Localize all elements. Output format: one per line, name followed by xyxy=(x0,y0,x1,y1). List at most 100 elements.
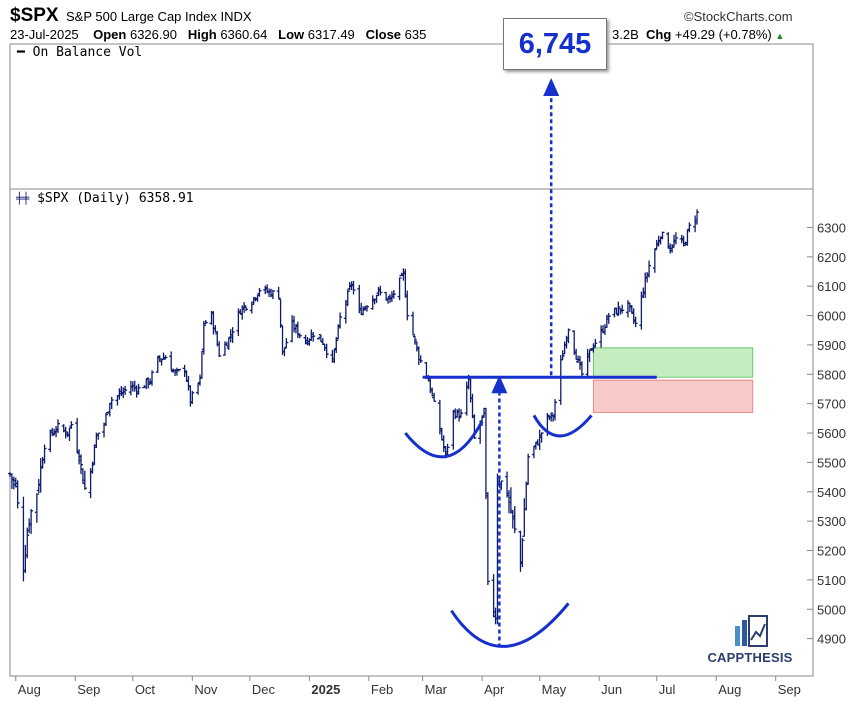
y-tick-label: 5900 xyxy=(817,338,846,353)
y-tick-label: 4900 xyxy=(817,632,846,647)
chg-value: +49.29 (+0.78%) xyxy=(674,27,772,42)
y-tick-label: 5700 xyxy=(817,397,846,412)
obv-label-text: On Balance Vol xyxy=(32,45,143,60)
ohlc-bar xyxy=(391,289,396,299)
y-tick-label: 5600 xyxy=(817,426,846,441)
ohlc-bar xyxy=(539,432,544,443)
ohlc-bar xyxy=(647,260,652,278)
price-legend: ╪╪ $SPX (Daily) 6358.91 xyxy=(16,191,194,206)
ohlc-bar xyxy=(566,328,571,344)
price-target-label: 6,745 xyxy=(503,18,607,70)
ohlc-bar xyxy=(364,305,369,312)
ohlc-bar xyxy=(25,527,30,559)
ohlc-bar xyxy=(338,312,343,329)
ohlc-bar xyxy=(549,412,554,422)
ohlc-bar xyxy=(79,454,84,475)
ohlc-bar xyxy=(553,399,558,421)
y-tick-label: 5300 xyxy=(817,514,846,529)
ohlc-bar xyxy=(334,337,339,354)
ohlc-bar xyxy=(96,432,101,440)
high-value: 6360.64 xyxy=(220,27,268,42)
close-value: 635 xyxy=(404,27,427,42)
quote-row: 23-Jul-2025 Open 6326.90 High 6360.64 Lo… xyxy=(10,27,426,42)
ohlc-bar xyxy=(660,231,665,240)
stockcharts-brand[interactable]: ©StockCharts.com xyxy=(684,9,793,24)
ohlc-bar xyxy=(284,338,289,348)
ohlc-bar xyxy=(620,304,625,314)
open-value: 6326.90 xyxy=(129,27,177,42)
red-zone xyxy=(592,379,754,413)
ohlc-bar xyxy=(411,311,416,336)
y-tick-label: 6000 xyxy=(817,309,846,324)
y-axis: 6300 6200 6100 6000 5900 5800 5700 5600 5500 5400… xyxy=(807,220,846,647)
x-tick-label: Jul xyxy=(659,682,676,697)
ohlc-bar xyxy=(311,331,316,342)
obv-legend: ━ On Balance Vol xyxy=(17,45,142,60)
x-tick-label: Aug xyxy=(718,682,741,697)
ohlc-bar xyxy=(55,419,60,433)
obv-panel-frame xyxy=(9,43,814,190)
ohlc-bar xyxy=(190,390,195,404)
chg-label: Chg xyxy=(645,27,672,42)
left-shoulder-curve xyxy=(404,420,484,459)
ohlc-bar xyxy=(82,470,87,490)
ohlc-bar xyxy=(276,286,281,299)
x-tick-label: May xyxy=(542,682,567,697)
ohlc-bar xyxy=(150,370,155,386)
ohlc-bar xyxy=(249,301,254,314)
cappthesis-logo: CAPPTHESIS xyxy=(700,612,800,668)
ohlc-bar xyxy=(526,453,531,485)
ohlc-bar xyxy=(485,492,490,586)
ohlc-bar xyxy=(270,289,275,300)
y-tick-label: 6100 xyxy=(817,279,846,294)
ohlc-bar xyxy=(633,316,638,328)
ohlc-bar xyxy=(257,288,262,297)
ohlc-bar xyxy=(15,480,20,509)
open-label: Open xyxy=(93,27,127,42)
ohlc-bar xyxy=(397,277,402,301)
y-tick-label: 5800 xyxy=(817,367,846,382)
ohlc-bar xyxy=(587,349,592,363)
ohlc-bar xyxy=(345,289,350,307)
ohlc-bar xyxy=(458,409,463,418)
ohlc-bar xyxy=(593,338,598,348)
ohlc-bars xyxy=(8,209,700,625)
ohlc-bar xyxy=(109,396,114,410)
legend-line-icon: ━ xyxy=(17,45,25,60)
ohlc-bar xyxy=(512,506,517,534)
ohlc-bar xyxy=(687,222,692,233)
ohlc-bar xyxy=(558,355,563,405)
x-tick-label: Jun xyxy=(601,682,622,697)
ohlc-bar xyxy=(673,232,678,245)
x-tick-label: Aug xyxy=(18,682,41,697)
y-tick-label: 5000 xyxy=(817,602,846,617)
ohlc-bar xyxy=(75,417,80,454)
ohlc-bar xyxy=(520,538,525,568)
ohlc-bar xyxy=(201,321,206,355)
logo-text: CAPPTHESIS xyxy=(707,650,793,665)
y-tick-label: 5500 xyxy=(817,455,846,470)
ohlc-bar xyxy=(324,343,329,359)
x-axis: Aug Sep Oct Nov Dec 2025 Feb Mar Apr May Jun Jul Aug… xyxy=(15,676,801,697)
y-tick-label: 6300 xyxy=(817,220,846,235)
ohlc-bar xyxy=(432,392,437,402)
x-tick-label: Dec xyxy=(252,682,276,697)
arrow-head-up xyxy=(491,375,508,394)
ohlc-bar xyxy=(579,361,584,378)
quote-date: 23-Jul-2025 xyxy=(10,27,79,42)
price-label-text: $SPX (Daily) 6358.91 xyxy=(37,191,194,206)
ohlc-bar xyxy=(34,493,39,523)
green-zone xyxy=(592,347,754,378)
logo-mark-icon xyxy=(735,615,768,647)
ohlc-bar xyxy=(351,280,356,295)
ohlc-bar xyxy=(29,509,34,534)
x-tick-label: Sep xyxy=(778,682,801,697)
high-label: High xyxy=(187,27,217,42)
ohlc-bar xyxy=(163,355,168,360)
ohlc-bar xyxy=(42,444,47,464)
ohlc-bars-icon: ╪╪ xyxy=(16,192,30,205)
ohlc-bar xyxy=(103,413,108,427)
low-value: 6317.49 xyxy=(307,27,355,42)
arrow-head-target xyxy=(543,78,560,96)
